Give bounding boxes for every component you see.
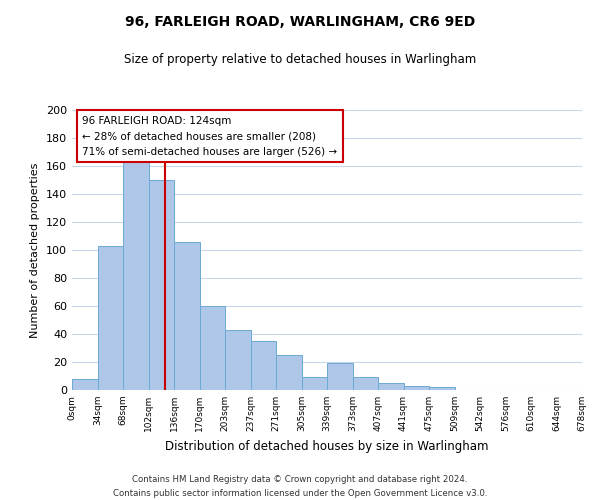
Bar: [174, 242, 199, 390]
Text: 96 FARLEIGH ROAD: 124sqm
← 28% of detached houses are smaller (208)
71% of semi-: 96 FARLEIGH ROAD: 124sqm ← 28% of detach…: [82, 116, 337, 157]
Bar: [404, 386, 429, 390]
X-axis label: Distribution of detached houses by size in Warlingham: Distribution of detached houses by size …: [165, 440, 489, 452]
Bar: [149, 180, 174, 390]
Bar: [353, 378, 378, 390]
Text: Contains HM Land Registry data © Crown copyright and database right 2024.
Contai: Contains HM Land Registry data © Crown c…: [113, 476, 487, 498]
Bar: [199, 306, 225, 390]
Bar: [429, 387, 455, 390]
Bar: [72, 379, 97, 390]
Bar: [97, 246, 123, 390]
Bar: [327, 364, 353, 390]
Text: Size of property relative to detached houses in Warlingham: Size of property relative to detached ho…: [124, 52, 476, 66]
Text: 96, FARLEIGH ROAD, WARLINGHAM, CR6 9ED: 96, FARLEIGH ROAD, WARLINGHAM, CR6 9ED: [125, 15, 475, 29]
Y-axis label: Number of detached properties: Number of detached properties: [31, 162, 40, 338]
Bar: [276, 355, 302, 390]
Bar: [123, 158, 149, 390]
Bar: [302, 378, 327, 390]
Bar: [225, 330, 251, 390]
Bar: [378, 383, 404, 390]
Bar: [251, 341, 276, 390]
